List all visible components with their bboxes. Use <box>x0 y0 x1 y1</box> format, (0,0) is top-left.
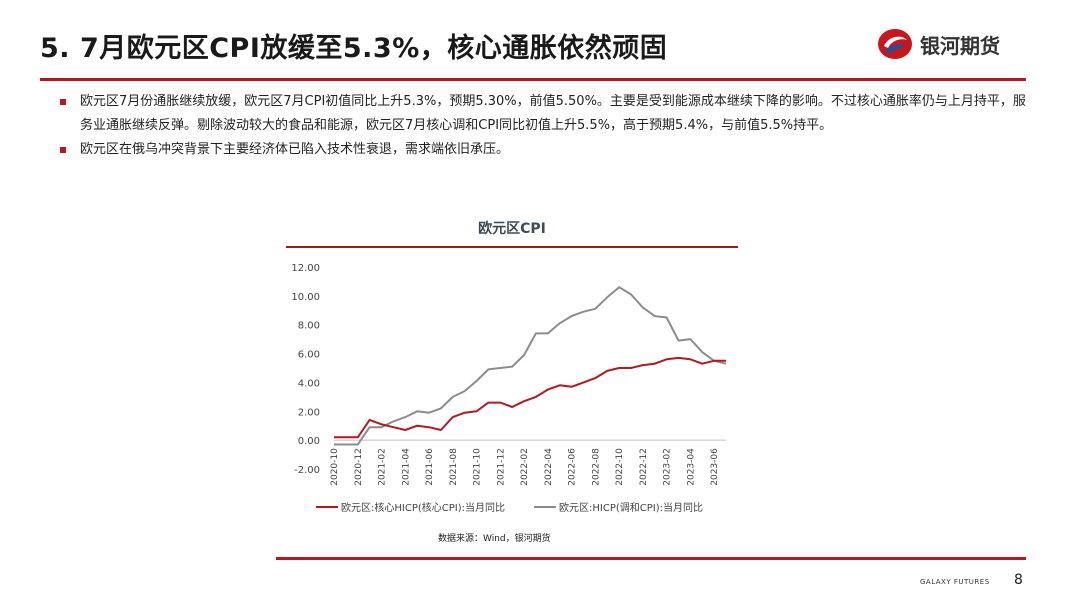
x-tick-label: 2021-12 <box>496 448 506 486</box>
bullet-square-icon <box>60 99 66 105</box>
x-tick-label: 2021-06 <box>425 448 435 486</box>
y-tick-label: 6.00 <box>298 350 320 361</box>
y-tick-label: 12.00 <box>291 263 320 274</box>
header-divider <box>40 78 1026 81</box>
bullet-item: 欧元区在俄乌冲突背景下主要经济体已陷入技术性衰退，需求端依旧承压。 <box>58 138 1038 162</box>
brand-logo: 银河期货 <box>876 24 1000 64</box>
bullet-list: 欧元区7月份通胀继续放缓，欧元区7月CPI初值同比上升5.3%，预期5.30%，… <box>58 90 1038 162</box>
data-source-note: 数据来源：Wind，银河期货 <box>438 534 551 544</box>
y-tick-label: 2.00 <box>298 407 320 418</box>
x-tick-label: 2022-12 <box>639 448 649 486</box>
bullet-square-icon <box>60 147 66 153</box>
x-tick-label: 2022-02 <box>520 448 530 486</box>
x-tick-label: 2020-10 <box>330 448 340 486</box>
x-tick-label: 2020-12 <box>354 448 364 486</box>
bullet-item: 欧元区7月份通胀继续放缓，欧元区7月CPI初值同比上升5.3%，预期5.30%，… <box>58 90 1038 138</box>
x-tick-label: 2021-08 <box>449 448 459 486</box>
footer-brand: GALAXY FUTURES <box>920 578 990 586</box>
series-line-core-cpi <box>334 356 726 439</box>
x-tick-label: 2023-04 <box>686 448 696 486</box>
page-title: 5. 7月欧元区CPI放缓至5.3%，核心通胀依然顽固 <box>40 33 668 64</box>
x-tick-label: 2021-04 <box>401 448 411 486</box>
y-tick-label: 8.00 <box>298 321 320 332</box>
x-tick-label: 2022-10 <box>615 448 625 486</box>
y-tick-label: 4.00 <box>298 378 320 389</box>
bullet-text: 欧元区7月份通胀继续放缓，欧元区7月CPI初值同比上升5.3%，预期5.30%，… <box>80 94 1026 133</box>
chart-title: 欧元区CPI <box>478 221 546 237</box>
cpi-line-chart: 12.00 10.00 8.00 6.00 4.00 2.00 0.00 -2.00 2020-… <box>291 263 727 514</box>
bullet-text: 欧元区在俄乌冲突背景下主要经济体已陷入技术性衰退，需求端依旧承压。 <box>80 142 510 157</box>
x-tick-label: 2023-06 <box>710 448 720 486</box>
brand-name: 银河期货 <box>920 33 1000 58</box>
x-tick-label: 2022-04 <box>544 448 554 486</box>
y-tick-label: 0.00 <box>298 436 320 447</box>
x-tick-label: 2022-08 <box>591 448 601 486</box>
chart-panel: 欧元区CPI 12.00 10.00 8.00 6.00 4.00 2.00 0.00 -2.… <box>286 210 738 555</box>
galaxy-futures-logo-icon <box>878 29 912 59</box>
legend-label-headline: 欧元区:HICP(调和CPI):当月同比 <box>559 501 703 514</box>
page-number: 8 <box>1014 572 1023 588</box>
x-tick-label: 2021-10 <box>473 448 483 486</box>
x-tick-label: 2022-06 <box>568 448 578 486</box>
x-tick-label: 2023-02 <box>663 448 673 486</box>
y-tick-label: 10.00 <box>291 292 320 303</box>
legend-label-core: 欧元区:核心HICP(核心CPI):当月同比 <box>341 501 505 514</box>
footer-divider <box>276 557 1026 560</box>
series-line-headline-cpi <box>334 286 727 446</box>
chart-title-divider <box>286 246 738 248</box>
y-tick-label: -2.00 <box>294 465 320 476</box>
x-tick-label: 2021-02 <box>378 448 388 486</box>
